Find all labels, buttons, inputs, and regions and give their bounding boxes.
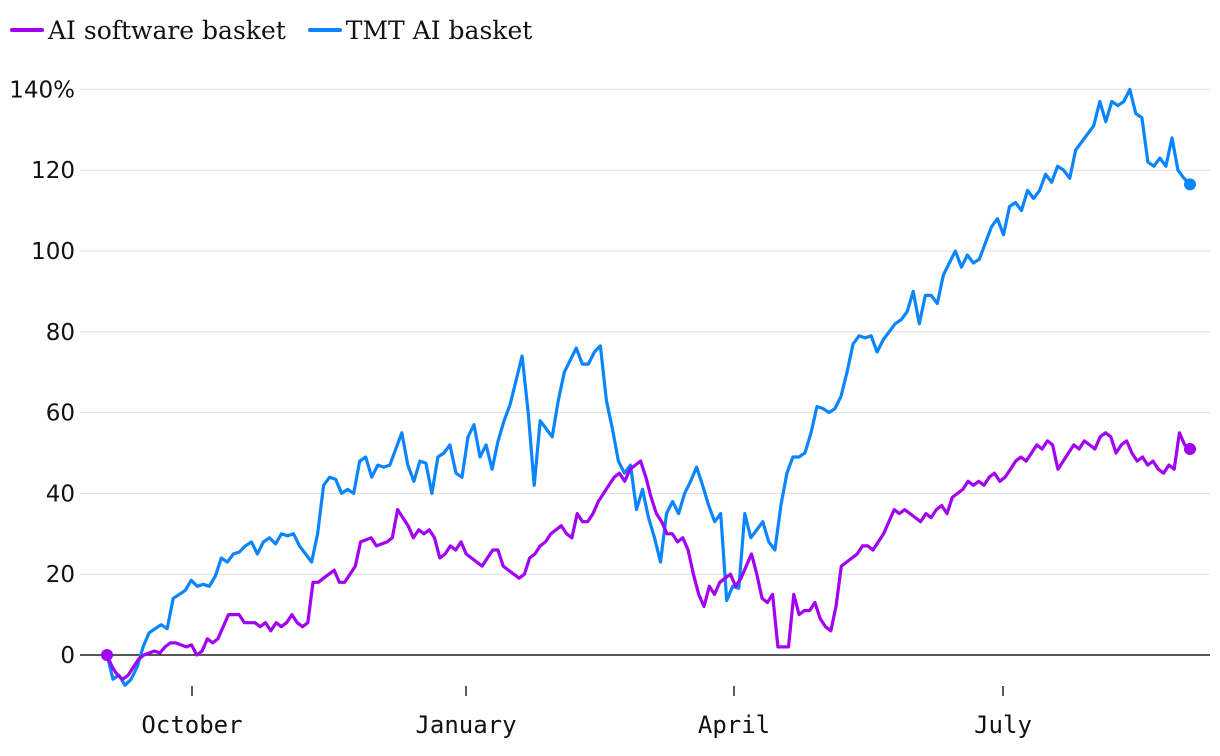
series-line-ai-software-basket xyxy=(105,431,1192,681)
gridlines xyxy=(80,88,1210,575)
legend-label-tmt-ai: TMT AI basket xyxy=(345,15,533,45)
legend-swatch-tmt-ai xyxy=(307,28,342,32)
y-tick-label-140: 140% xyxy=(9,77,75,103)
y-tick-label-40: 40 xyxy=(46,481,75,507)
legend-swatch-ai-software xyxy=(10,28,44,32)
series-end-dot-tmt-ai-basket xyxy=(1184,178,1196,191)
y-tick-label-80: 80 xyxy=(46,320,75,346)
y-tick-label-0: 0 xyxy=(60,643,75,669)
legend-label-ai-software: AI software basket xyxy=(48,15,286,45)
y-axis: 0 20 40 60 80 100 120 140% xyxy=(9,77,75,669)
series-lines xyxy=(101,87,1196,687)
legend-item-tmt-ai[interactable]: TMT AI basket xyxy=(307,15,533,45)
chart-legend: AI software basket TMT AI basket xyxy=(10,12,532,48)
y-tick-label-100: 100 xyxy=(31,239,75,265)
y-tick-label-60: 60 xyxy=(46,401,75,427)
x-axis: October January April July xyxy=(80,654,1210,739)
series-end-dot-ai-software-basket xyxy=(1184,442,1196,455)
series-line-tmt-ai-basket xyxy=(105,87,1192,687)
series-start-dot-ai-software-basket xyxy=(101,649,113,661)
x-tick-label-april: April xyxy=(698,711,770,739)
x-tick-label-july: July xyxy=(974,711,1032,739)
x-tick-label-october: October xyxy=(141,711,242,739)
legend-item-ai-software[interactable]: AI software basket xyxy=(10,16,286,45)
y-tick-label-20: 20 xyxy=(46,562,75,588)
x-tick-label-january: January xyxy=(415,711,516,739)
y-tick-label-120: 120 xyxy=(31,158,75,184)
